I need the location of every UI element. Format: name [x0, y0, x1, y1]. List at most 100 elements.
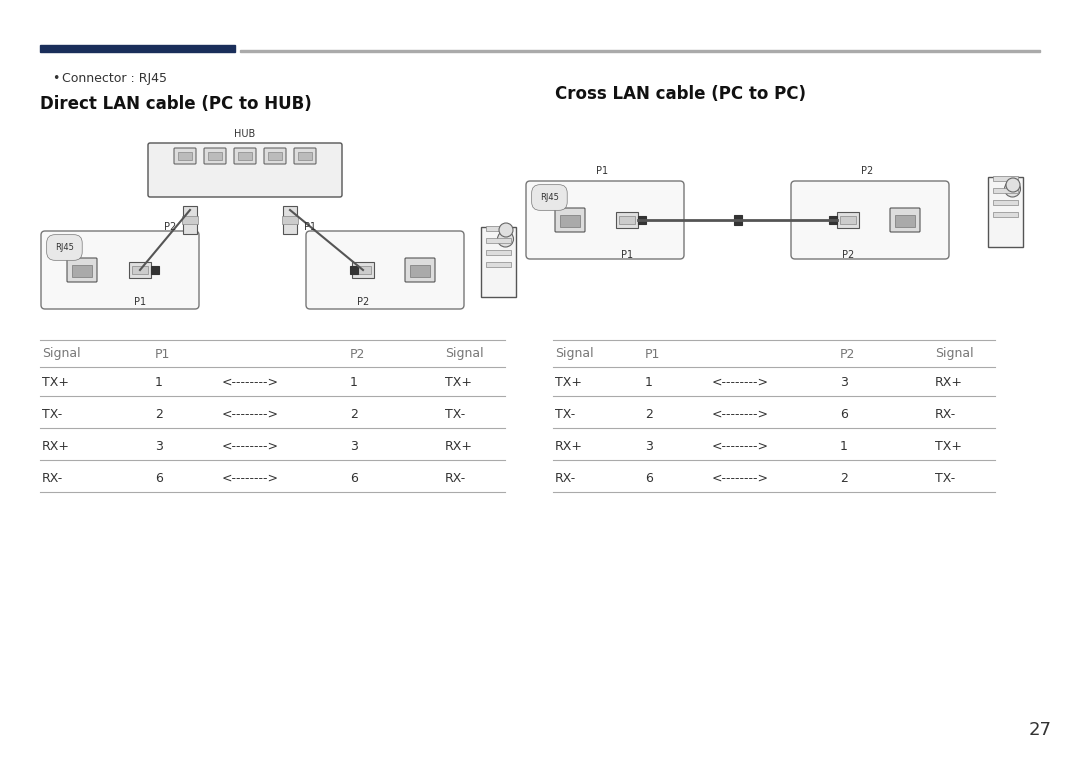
Bar [616, 212, 638, 228]
Text: 2: 2 [645, 407, 653, 420]
Bar [993, 200, 1017, 205]
Text: <-------->: <--------> [712, 407, 769, 420]
Bar [132, 266, 148, 274]
Text: TX-: TX- [935, 472, 955, 485]
Text: 27: 27 [1028, 721, 1052, 739]
Bar [283, 206, 297, 234]
Bar [993, 188, 1017, 193]
Text: 1: 1 [840, 439, 848, 452]
Text: •: • [52, 72, 59, 85]
Bar [829, 216, 837, 224]
Text: RX-: RX- [555, 472, 577, 485]
Bar [72, 265, 92, 277]
Circle shape [1004, 181, 1021, 197]
Text: 2: 2 [156, 407, 163, 420]
Bar [238, 152, 252, 160]
Bar [183, 216, 198, 224]
FancyBboxPatch shape [67, 258, 97, 282]
Text: Signal: Signal [42, 347, 81, 360]
FancyBboxPatch shape [41, 231, 199, 309]
FancyBboxPatch shape [890, 208, 920, 232]
Text: 1: 1 [350, 375, 357, 388]
FancyBboxPatch shape [306, 231, 464, 309]
Circle shape [1005, 178, 1020, 192]
Text: HUB: HUB [234, 129, 256, 139]
Text: Cross LAN cable (PC to PC): Cross LAN cable (PC to PC) [555, 85, 806, 103]
Bar [987, 177, 1023, 247]
Text: P1: P1 [303, 222, 316, 232]
Text: P2: P2 [164, 222, 176, 232]
Bar [240, 50, 1040, 52]
Bar [282, 216, 298, 224]
Bar [837, 212, 859, 228]
Text: Direct LAN cable (PC to HUB): Direct LAN cable (PC to HUB) [40, 95, 312, 113]
Text: P1: P1 [596, 166, 608, 176]
Text: <-------->: <--------> [221, 375, 279, 388]
Bar [352, 262, 374, 278]
Text: 2: 2 [350, 407, 357, 420]
FancyBboxPatch shape [204, 148, 226, 164]
Bar [208, 152, 222, 160]
Text: TX+: TX+ [42, 375, 69, 388]
Text: <-------->: <--------> [712, 472, 769, 485]
FancyBboxPatch shape [294, 148, 316, 164]
Text: 3: 3 [840, 375, 848, 388]
Bar [619, 216, 635, 224]
Bar [355, 266, 372, 274]
Bar [151, 266, 159, 274]
Text: 6: 6 [156, 472, 163, 485]
Text: TX+: TX+ [445, 375, 472, 388]
Text: 3: 3 [156, 439, 163, 452]
Text: TX+: TX+ [935, 439, 962, 452]
Text: <-------->: <--------> [221, 407, 279, 420]
Text: RJ45: RJ45 [540, 193, 558, 202]
Text: RX+: RX+ [445, 439, 473, 452]
Text: 6: 6 [840, 407, 848, 420]
Text: RX-: RX- [445, 472, 467, 485]
Bar [993, 212, 1017, 217]
FancyBboxPatch shape [264, 148, 286, 164]
Bar [298, 152, 312, 160]
Circle shape [499, 223, 513, 237]
Text: RX+: RX+ [555, 439, 583, 452]
Bar [129, 262, 151, 278]
Text: 3: 3 [350, 439, 357, 452]
Text: RX-: RX- [935, 407, 956, 420]
Text: TX-: TX- [555, 407, 576, 420]
Text: 6: 6 [645, 472, 653, 485]
Text: Signal: Signal [935, 347, 974, 360]
FancyBboxPatch shape [555, 208, 585, 232]
Bar [993, 176, 1017, 181]
Text: TX+: TX+ [555, 375, 582, 388]
Text: <-------->: <--------> [221, 472, 279, 485]
Text: 2: 2 [840, 472, 848, 485]
Text: Signal: Signal [445, 347, 484, 360]
Text: 1: 1 [645, 375, 653, 388]
Bar [561, 215, 580, 227]
Text: P2: P2 [356, 297, 369, 307]
Text: RX+: RX+ [42, 439, 70, 452]
Text: RJ45: RJ45 [55, 243, 73, 252]
Text: P2: P2 [350, 347, 365, 360]
Text: Connector : RJ45: Connector : RJ45 [62, 72, 167, 85]
Bar [178, 152, 192, 160]
Text: TX-: TX- [42, 407, 63, 420]
Text: <-------->: <--------> [221, 439, 279, 452]
Bar [40, 45, 235, 52]
Bar [350, 266, 357, 274]
FancyBboxPatch shape [791, 181, 949, 259]
Bar [410, 265, 430, 277]
Bar [733, 215, 742, 225]
Bar [268, 152, 282, 160]
Bar [486, 250, 511, 255]
Text: TX-: TX- [445, 407, 465, 420]
Text: P1: P1 [645, 347, 660, 360]
Bar [638, 216, 646, 224]
Text: 6: 6 [350, 472, 357, 485]
FancyBboxPatch shape [405, 258, 435, 282]
Bar [895, 215, 915, 227]
Text: P2: P2 [840, 347, 855, 360]
Bar [486, 262, 511, 267]
Text: P2: P2 [842, 250, 854, 260]
Text: <-------->: <--------> [712, 439, 769, 452]
